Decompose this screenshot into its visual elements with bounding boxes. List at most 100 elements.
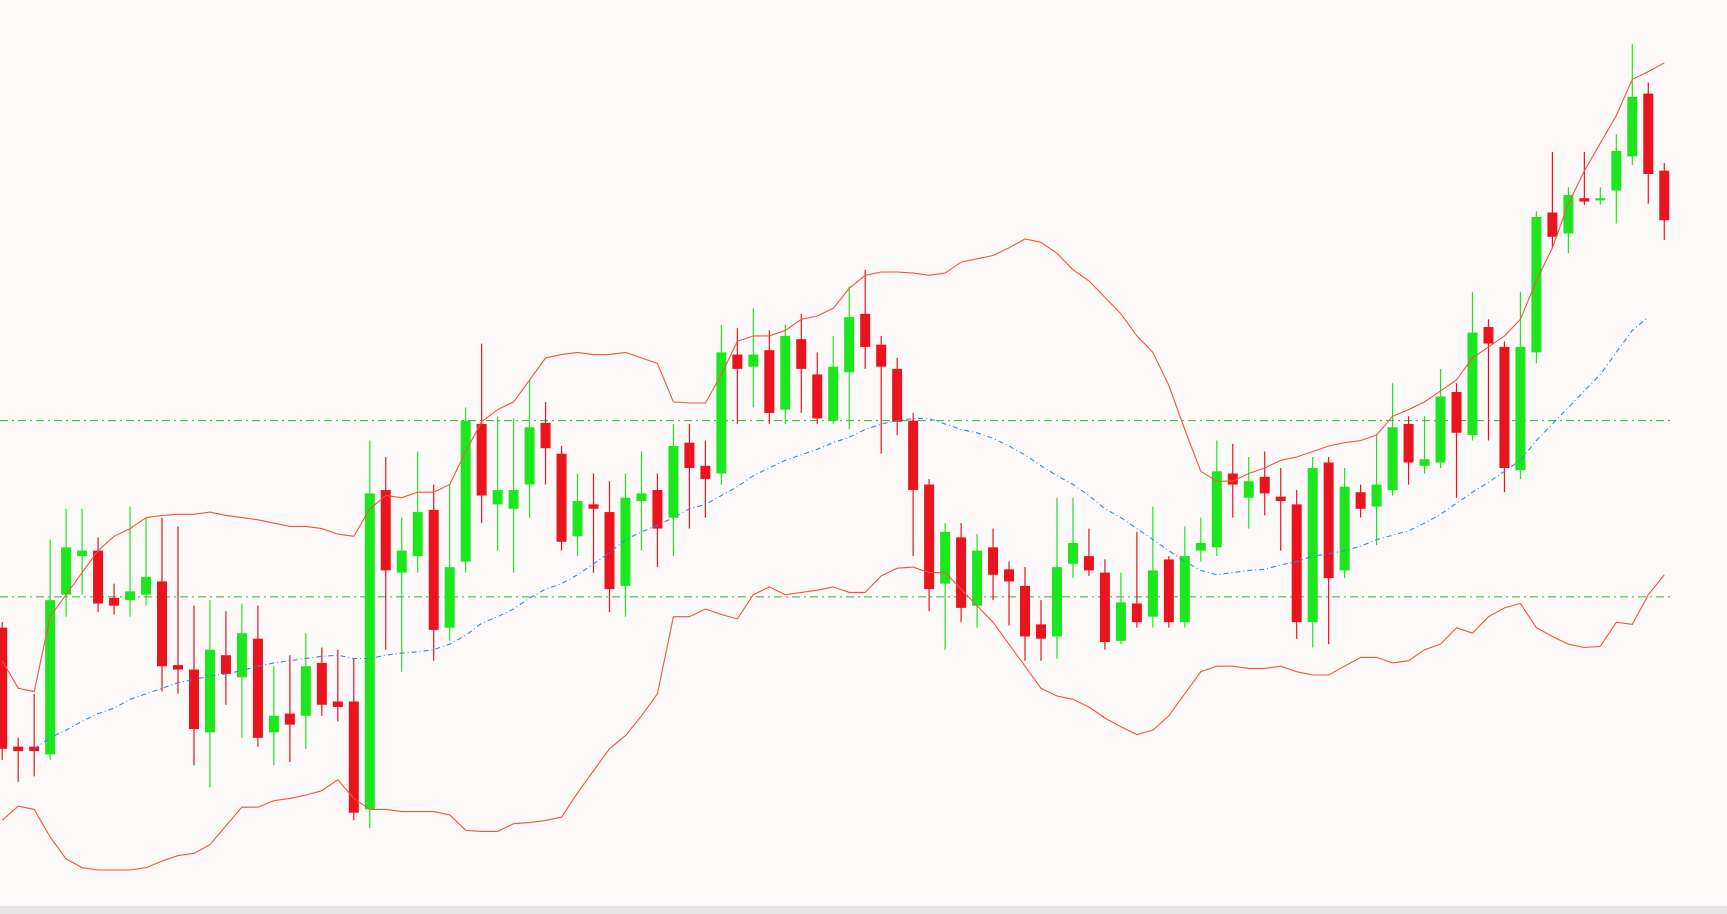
candle-body bbox=[188, 669, 199, 729]
candle-body bbox=[1323, 462, 1334, 579]
candle-body bbox=[141, 577, 152, 595]
time-axis-strip bbox=[0, 906, 1727, 914]
candle-body bbox=[1307, 468, 1318, 623]
candle-body bbox=[93, 550, 104, 604]
candle-body bbox=[764, 350, 775, 413]
candle-body bbox=[892, 368, 903, 422]
candle-body bbox=[300, 666, 311, 716]
candle-body bbox=[844, 317, 855, 373]
candle-body bbox=[1115, 602, 1126, 641]
candle-body bbox=[1163, 559, 1174, 623]
candle-body bbox=[940, 531, 951, 584]
candle-body bbox=[316, 662, 327, 705]
candle-body bbox=[172, 665, 183, 670]
candle-body bbox=[924, 484, 935, 590]
candle-body bbox=[1627, 96, 1638, 157]
candle-body bbox=[1483, 327, 1494, 344]
candle-body bbox=[1659, 170, 1670, 221]
candle-body bbox=[1099, 572, 1110, 643]
candle-body bbox=[1435, 396, 1446, 463]
candle-body bbox=[1403, 423, 1414, 463]
candle-body bbox=[860, 313, 871, 347]
candle-body bbox=[1531, 216, 1542, 353]
candle-body bbox=[348, 701, 359, 813]
candle-body bbox=[1179, 556, 1190, 623]
candle-body bbox=[1611, 150, 1622, 191]
candle-body bbox=[524, 427, 535, 485]
candle-body bbox=[1275, 496, 1286, 502]
candle-body bbox=[828, 366, 839, 421]
candle-body bbox=[1083, 556, 1094, 571]
candle-body bbox=[1004, 569, 1015, 582]
candle-body bbox=[1499, 346, 1510, 469]
candle-body bbox=[1291, 504, 1302, 623]
candle-body bbox=[1643, 93, 1654, 174]
candle-body bbox=[732, 354, 743, 369]
candle-body bbox=[556, 453, 567, 542]
candle-body bbox=[620, 497, 631, 586]
candle-body bbox=[604, 512, 615, 590]
candle-body bbox=[1467, 332, 1478, 435]
candle-body bbox=[876, 344, 887, 367]
candle-body bbox=[1227, 473, 1238, 485]
candle-body bbox=[428, 509, 439, 630]
candle-body bbox=[1131, 603, 1142, 623]
candle-body bbox=[364, 493, 375, 810]
candle-body bbox=[956, 537, 967, 608]
candle-body bbox=[1419, 459, 1430, 466]
candle-body bbox=[268, 715, 279, 733]
candle-body bbox=[125, 591, 136, 601]
candle-body bbox=[748, 354, 759, 367]
candle-body bbox=[1147, 570, 1158, 617]
candle-body bbox=[972, 550, 983, 606]
candle-body bbox=[476, 423, 487, 496]
candle-body bbox=[572, 501, 583, 537]
candle-body bbox=[700, 465, 711, 480]
candle-body bbox=[1387, 427, 1398, 491]
candle-body bbox=[29, 746, 40, 752]
candle-body bbox=[1515, 346, 1526, 471]
candle-body bbox=[332, 701, 343, 707]
candle-body bbox=[908, 420, 919, 491]
candle-body bbox=[1051, 567, 1062, 637]
candle-body bbox=[1259, 476, 1270, 494]
candle-body bbox=[636, 493, 647, 502]
middle-band bbox=[33, 316, 1649, 750]
candle-body bbox=[1067, 542, 1078, 564]
candle-body bbox=[812, 374, 823, 419]
candle-body bbox=[220, 655, 231, 674]
candle-body bbox=[444, 567, 455, 628]
candle-body bbox=[412, 512, 423, 557]
candle-body bbox=[1243, 481, 1254, 498]
candle-body bbox=[109, 597, 120, 606]
candle-body bbox=[13, 746, 24, 752]
candle-body bbox=[988, 547, 999, 575]
candle-body bbox=[157, 581, 168, 667]
candle-body bbox=[668, 445, 679, 518]
candle-body bbox=[252, 638, 263, 738]
candle-body bbox=[684, 442, 695, 469]
candle-body bbox=[492, 490, 503, 505]
outer-band bbox=[1, 62, 1665, 693]
candle-body bbox=[1563, 194, 1574, 234]
candle-body bbox=[1020, 585, 1031, 637]
candle-body bbox=[652, 490, 663, 529]
candle-body bbox=[1355, 492, 1366, 509]
candle-body bbox=[77, 550, 88, 557]
candle-body bbox=[1035, 624, 1046, 639]
candle-body bbox=[460, 420, 471, 562]
candle-body bbox=[0, 627, 8, 749]
candle-body bbox=[1211, 471, 1222, 548]
candle-body bbox=[1451, 392, 1462, 433]
candle-body bbox=[61, 547, 72, 595]
candle-body bbox=[796, 339, 807, 369]
candle-body bbox=[716, 352, 727, 474]
candle-body bbox=[1595, 198, 1606, 201]
candle-body bbox=[508, 490, 519, 509]
candle-body bbox=[284, 713, 295, 725]
candle-body bbox=[1579, 198, 1590, 202]
candle-body bbox=[1195, 542, 1206, 551]
